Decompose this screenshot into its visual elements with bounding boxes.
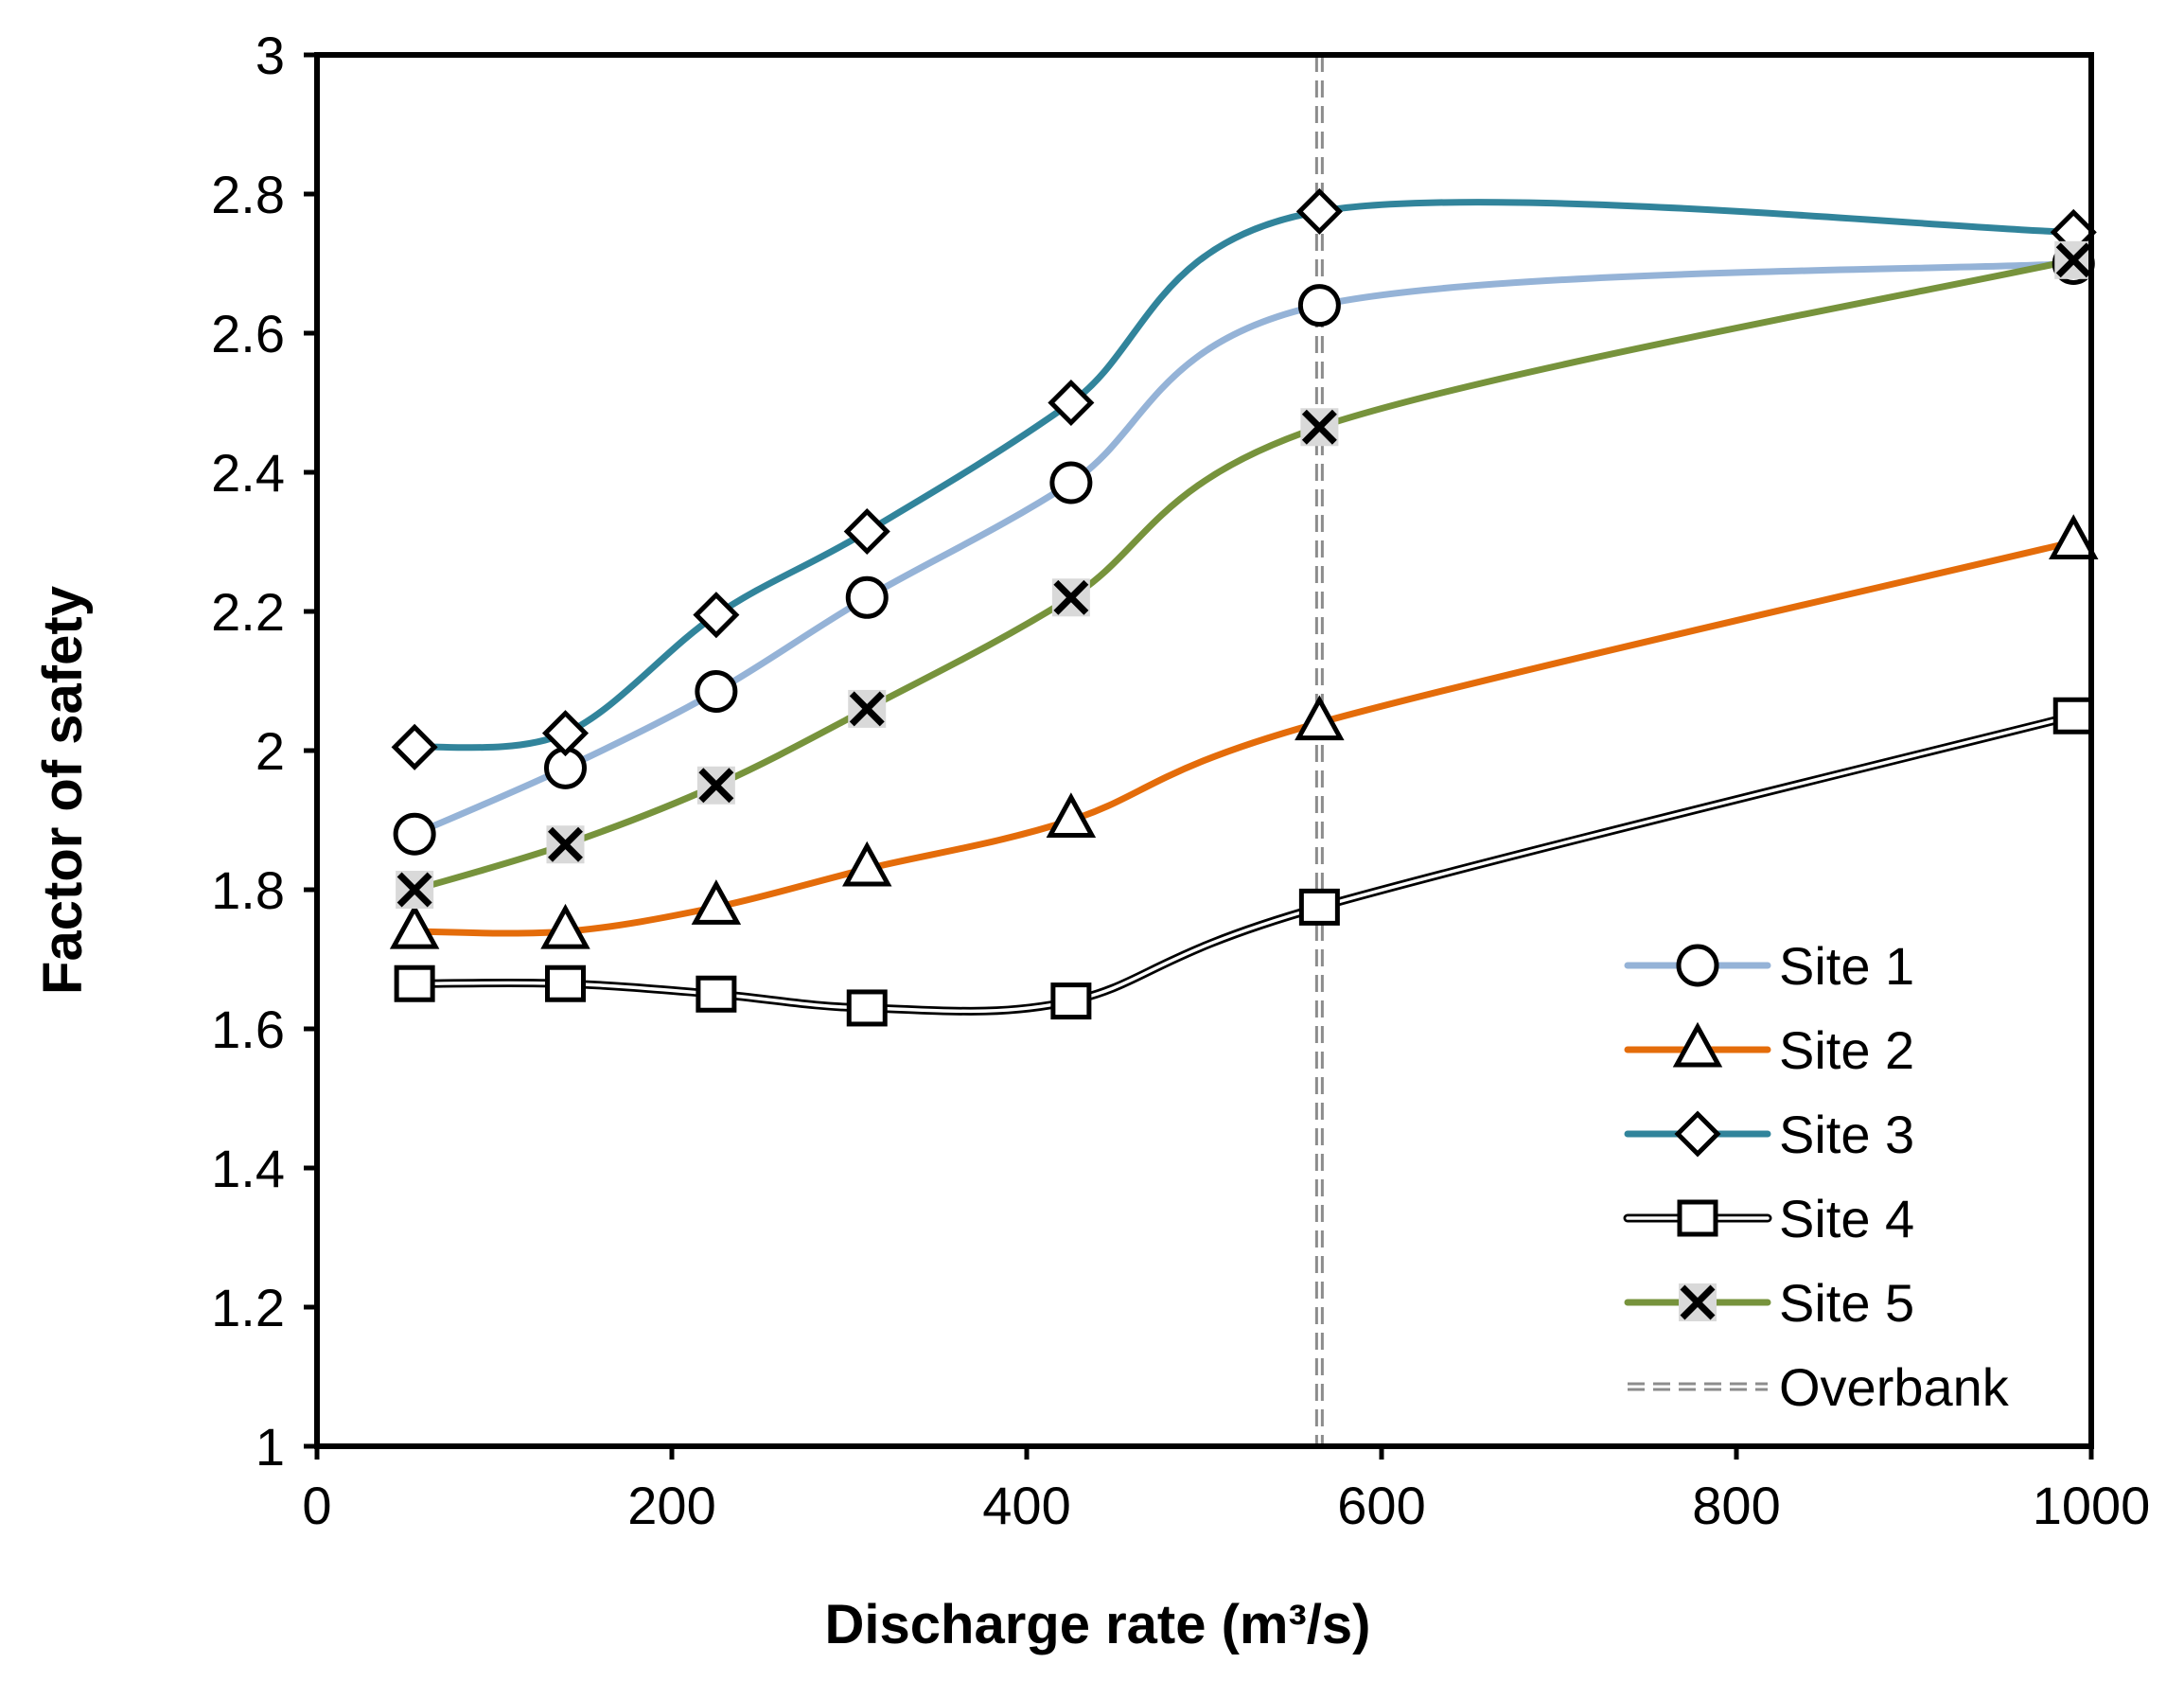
- marker-layer: [389, 187, 2099, 1027]
- marker-site-5-4: [1051, 578, 1090, 617]
- series-line-site-1: [411, 260, 2077, 838]
- y-tick-label-9: 2.8: [211, 165, 285, 224]
- marker-site-4-3: [846, 989, 888, 1027]
- marker-site-1-5: [1297, 284, 1341, 327]
- marker-site-4-6: [2052, 697, 2094, 734]
- marker-site-1-2: [695, 670, 738, 714]
- series-line-site-2: [411, 539, 2077, 937]
- marker-site-5-1: [546, 825, 585, 864]
- legend: Site 1 Site 2 Site 3 Site 4 Site 5 Overbank: [1623, 936, 2010, 1417]
- marker-site-5-4-cross: [1053, 579, 1089, 615]
- x-tick-label-2: 400: [982, 1476, 1070, 1535]
- marker-site-1-0: [393, 812, 436, 856]
- marker-site-2-3: [842, 840, 892, 887]
- y-tick-label-7: 2.4: [211, 443, 285, 503]
- marker-site-2-0: [389, 903, 440, 949]
- legend-label-overbank: Overbank: [1779, 1357, 2010, 1417]
- y-tick-label-10: 3: [255, 26, 285, 85]
- marker-site-4-0: [394, 964, 435, 1002]
- x-axis-title: Discharge rate (m³/s): [825, 1594, 1371, 1655]
- y-tick-label-0: 1: [255, 1417, 285, 1477]
- marker-site-5-2-cross: [698, 768, 734, 804]
- marker-site-2-1: [540, 903, 590, 949]
- legend-label-site-1: Site 1: [1779, 936, 1914, 996]
- marker-site-5-0-cross: [396, 872, 432, 908]
- marker-site-5-5-cross: [1301, 409, 1337, 445]
- marker-site-5-0: [396, 871, 434, 909]
- legend-marker-site-5-cross: [1680, 1284, 1716, 1320]
- marker-site-1-3: [845, 575, 889, 619]
- legend-marker-site-4: [1677, 1199, 1718, 1237]
- marker-site-5-3-cross: [849, 691, 885, 727]
- legend-marker-site-1: [1676, 944, 1719, 987]
- legend-marker-site-3: [1674, 1110, 1721, 1158]
- series-line-site-4-inner: [413, 714, 2075, 1014]
- series-layer: [410, 199, 2078, 1016]
- marker-site-2-6: [2049, 514, 2099, 559]
- marker-site-5-5: [1300, 408, 1339, 447]
- legend-label-site-5: Site 5: [1779, 1273, 1914, 1333]
- x-tick-label-5: 1000: [2033, 1476, 2151, 1535]
- y-tick-label-2: 1.4: [211, 1139, 285, 1198]
- x-tick-label-1: 200: [627, 1476, 715, 1535]
- marker-site-3-0: [391, 723, 438, 770]
- marker-site-4-4: [1050, 982, 1092, 1020]
- marker-site-1-4: [1049, 461, 1093, 504]
- legend-label-site-4: Site 4: [1779, 1189, 1914, 1248]
- marker-site-5-6: [2054, 240, 2093, 279]
- marker-site-2-2: [691, 879, 742, 925]
- marker-site-3-5: [1295, 187, 1343, 235]
- marker-site-5-3: [848, 689, 887, 728]
- marker-site-4-2: [696, 975, 737, 1013]
- marker-site-3-2: [693, 592, 740, 639]
- series-line-site-5: [411, 257, 2077, 894]
- x-tick-label-0: 0: [302, 1476, 331, 1535]
- y-tick-label-1: 1.2: [211, 1278, 285, 1337]
- marker-site-5-6-cross: [2055, 242, 2091, 278]
- marker-site-2-5: [1295, 695, 1345, 741]
- marker-site-3-3: [843, 507, 890, 556]
- legend-label-site-3: Site 3: [1779, 1105, 1914, 1164]
- legend-marker-site-5: [1679, 1283, 1717, 1321]
- marker-site-4-1: [545, 964, 586, 1002]
- marker-site-4-5: [1298, 888, 1340, 926]
- y-tick-label-4: 1.8: [211, 860, 285, 920]
- x-tick-label-4: 800: [1692, 1476, 1780, 1535]
- marker-site-5-1-cross: [548, 826, 583, 862]
- marker-site-2-4: [1046, 792, 1097, 838]
- x-tick-label-3: 600: [1337, 1476, 1425, 1535]
- legend-marker-site-2: [1672, 1021, 1723, 1068]
- legend-label-site-2: Site 2: [1779, 1020, 1914, 1080]
- y-axis-title: Factor of safety: [32, 586, 94, 995]
- series-line-site-3: [411, 199, 2077, 752]
- y-tick-label-5: 2: [255, 721, 285, 781]
- marker-site-5-2: [696, 766, 735, 805]
- marker-site-3-1: [541, 710, 590, 757]
- y-tick-label-6: 2.2: [211, 582, 285, 642]
- axis-layer: 1 1.2 1.4 1.6 1.8 2 2.2 2.4 2.6 2.8 3 0 200 400 600 800…: [211, 26, 2150, 1535]
- y-tick-label-3: 1.6: [211, 1000, 285, 1059]
- marker-site-3-4: [1048, 379, 1095, 427]
- y-tick-label-8: 2.6: [211, 304, 285, 363]
